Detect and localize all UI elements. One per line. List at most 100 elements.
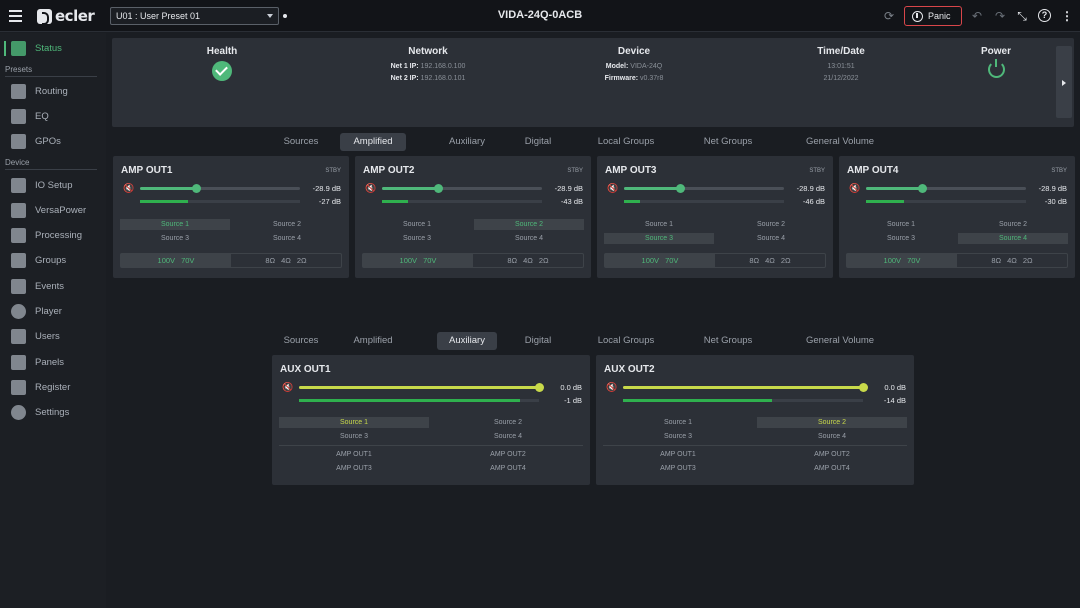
gain-slider[interactable] (624, 184, 784, 193)
impedance-option[interactable]: 4Ω (1007, 256, 1017, 265)
gain-slider[interactable] (140, 184, 300, 193)
sidebar-item-panels[interactable]: Panels (0, 350, 106, 375)
undo-icon[interactable]: ↶ (971, 9, 983, 23)
gain-slider-thumb[interactable] (859, 383, 868, 392)
impedance-option[interactable]: 4Ω (523, 256, 533, 265)
impedance-option[interactable]: 8Ω (991, 256, 1002, 265)
refresh-icon[interactable]: ⟳ (883, 9, 895, 23)
impedance-group[interactable]: 8Ω 4Ω 2Ω (473, 254, 583, 267)
impedance-selector[interactable]: 100V 70V 8Ω 4Ω 2Ω (362, 253, 584, 268)
source-option-source-1[interactable]: Source 1 (402, 221, 432, 228)
sidebar-item-eq[interactable]: EQ (0, 104, 106, 129)
impedance-option[interactable]: 8Ω (265, 256, 276, 265)
impedance-option[interactable]: 2Ω (780, 256, 791, 265)
gain-slider[interactable] (299, 383, 544, 392)
amp-link-amp-out2[interactable]: AMP OUT2 (490, 451, 526, 458)
source-option-source-1[interactable]: Source 1 (886, 221, 916, 228)
sidebar-item-processing[interactable]: Processing (0, 223, 106, 248)
sidebar-item-status[interactable]: Status (0, 36, 106, 61)
collapse-icon[interactable]: ⤡ (1017, 9, 1027, 23)
source-option-source-2[interactable]: Source 2 (474, 219, 584, 230)
impedance-option[interactable]: 4Ω (765, 256, 775, 265)
sidebar-item-routing[interactable]: Routing (0, 79, 106, 104)
sidebar-item-player[interactable]: Player (0, 299, 106, 324)
amp-link-amp-out3[interactable]: AMP OUT3 (336, 465, 372, 472)
source-option-source-4[interactable]: Source 4 (756, 235, 786, 242)
tab-digital[interactable]: Digital (524, 335, 552, 346)
source-option-source-4[interactable]: Source 4 (272, 235, 302, 242)
panic-button[interactable]: Panic (904, 6, 962, 26)
mute-icon[interactable]: 🔇 (607, 183, 619, 193)
tab-general-volume[interactable]: General Volume (805, 136, 875, 147)
preset-select[interactable]: U01 : User Preset 01 (110, 7, 279, 25)
source-option-source-1[interactable]: Source 1 (120, 219, 230, 230)
impedance-group[interactable]: 8Ω 4Ω 2Ω (715, 254, 825, 267)
tab-local-groups[interactable]: Local Groups (597, 136, 655, 147)
source-option-source-4[interactable]: Source 4 (493, 433, 523, 440)
mute-icon[interactable]: 🔇 (282, 382, 294, 392)
tab-net-groups[interactable]: Net Groups (703, 136, 753, 147)
source-option-source-2[interactable]: Source 2 (272, 221, 302, 228)
status-next-button[interactable] (1056, 46, 1072, 118)
amp-link-amp-out2[interactable]: AMP OUT2 (814, 451, 850, 458)
power-icon[interactable] (987, 59, 1005, 78)
help-icon[interactable]: ? (1038, 9, 1051, 22)
tab-local-groups[interactable]: Local Groups (597, 335, 655, 346)
tab-sources[interactable]: Sources (283, 136, 319, 147)
voltage-option[interactable]: 100V (157, 256, 176, 265)
amp-link-amp-out4[interactable]: AMP OUT4 (814, 465, 850, 472)
amp-link-amp-out4[interactable]: AMP OUT4 (490, 465, 526, 472)
mute-icon[interactable]: 🔇 (365, 183, 377, 193)
impedance-option[interactable]: 4Ω (281, 256, 291, 265)
source-option-source-3[interactable]: Source 3 (886, 235, 916, 242)
voltage-option[interactable]: 100V (399, 256, 418, 265)
voltage-option[interactable]: 100V (883, 256, 902, 265)
tab-general-volume[interactable]: General Volume (805, 335, 875, 346)
gain-slider[interactable] (623, 383, 868, 392)
redo-icon[interactable]: ↷ (994, 9, 1006, 23)
gain-slider-thumb[interactable] (434, 184, 443, 193)
impedance-option[interactable]: 8Ω (507, 256, 518, 265)
tab-amplified[interactable]: Amplified (340, 133, 406, 151)
tab-sources[interactable]: Sources (283, 335, 319, 346)
sidebar-item-events[interactable]: Events (0, 274, 106, 299)
impedance-option[interactable]: 2Ω (538, 256, 549, 265)
impedance-option[interactable]: 8Ω (749, 256, 760, 265)
gain-slider-thumb[interactable] (535, 383, 544, 392)
sidebar-item-gpos[interactable]: GPOs (0, 129, 106, 154)
source-option-source-3[interactable]: Source 3 (604, 233, 714, 244)
voltage-group[interactable]: 100V 70V (363, 254, 473, 267)
sidebar-item-settings[interactable]: Settings (0, 400, 106, 425)
source-option-source-1[interactable]: Source 1 (279, 417, 429, 428)
voltage-option[interactable]: 70V (665, 256, 679, 265)
impedance-selector[interactable]: 100V 70V 8Ω 4Ω 2Ω (120, 253, 342, 268)
sidebar-item-io-setup[interactable]: IO Setup (0, 173, 106, 198)
source-option-source-2[interactable]: Source 2 (493, 419, 523, 426)
source-option-source-3[interactable]: Source 3 (663, 433, 693, 440)
sidebar-item-register[interactable]: Register (0, 375, 106, 400)
impedance-group[interactable]: 8Ω 4Ω 2Ω (231, 254, 341, 267)
source-option-source-2[interactable]: Source 2 (998, 221, 1028, 228)
gain-slider[interactable] (382, 184, 542, 193)
impedance-selector[interactable]: 100V 70V 8Ω 4Ω 2Ω (846, 253, 1068, 268)
tab-net-groups[interactable]: Net Groups (703, 335, 753, 346)
voltage-group[interactable]: 100V 70V (121, 254, 231, 267)
tab-auxiliary[interactable]: Auxiliary (449, 136, 485, 147)
source-option-source-4[interactable]: Source 4 (958, 233, 1068, 244)
source-option-source-3[interactable]: Source 3 (160, 235, 190, 242)
sidebar-item-versapower[interactable]: VersaPower (0, 198, 106, 223)
mute-icon[interactable]: 🔇 (123, 183, 135, 193)
sidebar-item-groups[interactable]: Groups (0, 248, 106, 273)
amp-link-amp-out3[interactable]: AMP OUT3 (660, 465, 696, 472)
voltage-option[interactable]: 100V (641, 256, 660, 265)
source-option-source-1[interactable]: Source 1 (644, 221, 674, 228)
impedance-option[interactable]: 2Ω (296, 256, 307, 265)
source-option-source-2[interactable]: Source 2 (757, 417, 907, 428)
source-option-source-3[interactable]: Source 3 (339, 433, 369, 440)
source-option-source-4[interactable]: Source 4 (514, 235, 544, 242)
voltage-group[interactable]: 100V 70V (605, 254, 715, 267)
gain-slider-thumb[interactable] (676, 184, 685, 193)
source-option-source-2[interactable]: Source 2 (756, 221, 786, 228)
impedance-group[interactable]: 8Ω 4Ω 2Ω (957, 254, 1067, 267)
gain-slider-thumb[interactable] (192, 184, 201, 193)
